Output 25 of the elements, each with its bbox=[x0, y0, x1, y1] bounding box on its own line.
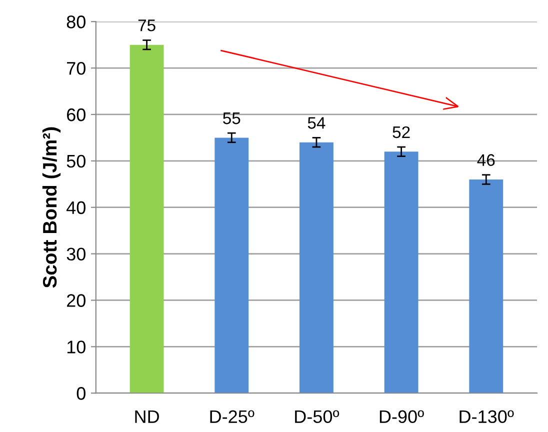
x-tick-label: D-130º bbox=[460, 410, 514, 424]
y-tick-label: 80 bbox=[66, 16, 86, 28]
bar bbox=[130, 44, 164, 394]
bar bbox=[469, 179, 504, 394]
x-tick-label: D-25º bbox=[210, 410, 254, 424]
x-tick-label: D-50º bbox=[295, 410, 340, 424]
y-axis-title: Scott Bond (J/m²) bbox=[42, 127, 61, 288]
bar bbox=[384, 152, 418, 394]
x-tick-label: D-90º bbox=[380, 410, 424, 424]
y-tick-label: 70 bbox=[67, 62, 86, 75]
x-tick-label: ND bbox=[135, 410, 159, 423]
y-tick-label: 10 bbox=[67, 340, 86, 354]
data-label: 46 bbox=[477, 154, 495, 166]
bar bbox=[300, 142, 334, 394]
bar bbox=[214, 138, 249, 394]
y-tick-label: 30 bbox=[66, 248, 86, 261]
y-tick-label: 0 bbox=[76, 387, 86, 400]
y-tick-label: 20 bbox=[67, 294, 86, 307]
data-label: 75 bbox=[138, 20, 156, 32]
y-tick-label: 50 bbox=[66, 154, 86, 168]
y-tick-label: 60 bbox=[67, 108, 86, 122]
data-label: 55 bbox=[223, 112, 240, 124]
data-label: 54 bbox=[308, 117, 326, 129]
data-label: 52 bbox=[392, 126, 410, 138]
y-tick-label: 40 bbox=[66, 201, 86, 214]
